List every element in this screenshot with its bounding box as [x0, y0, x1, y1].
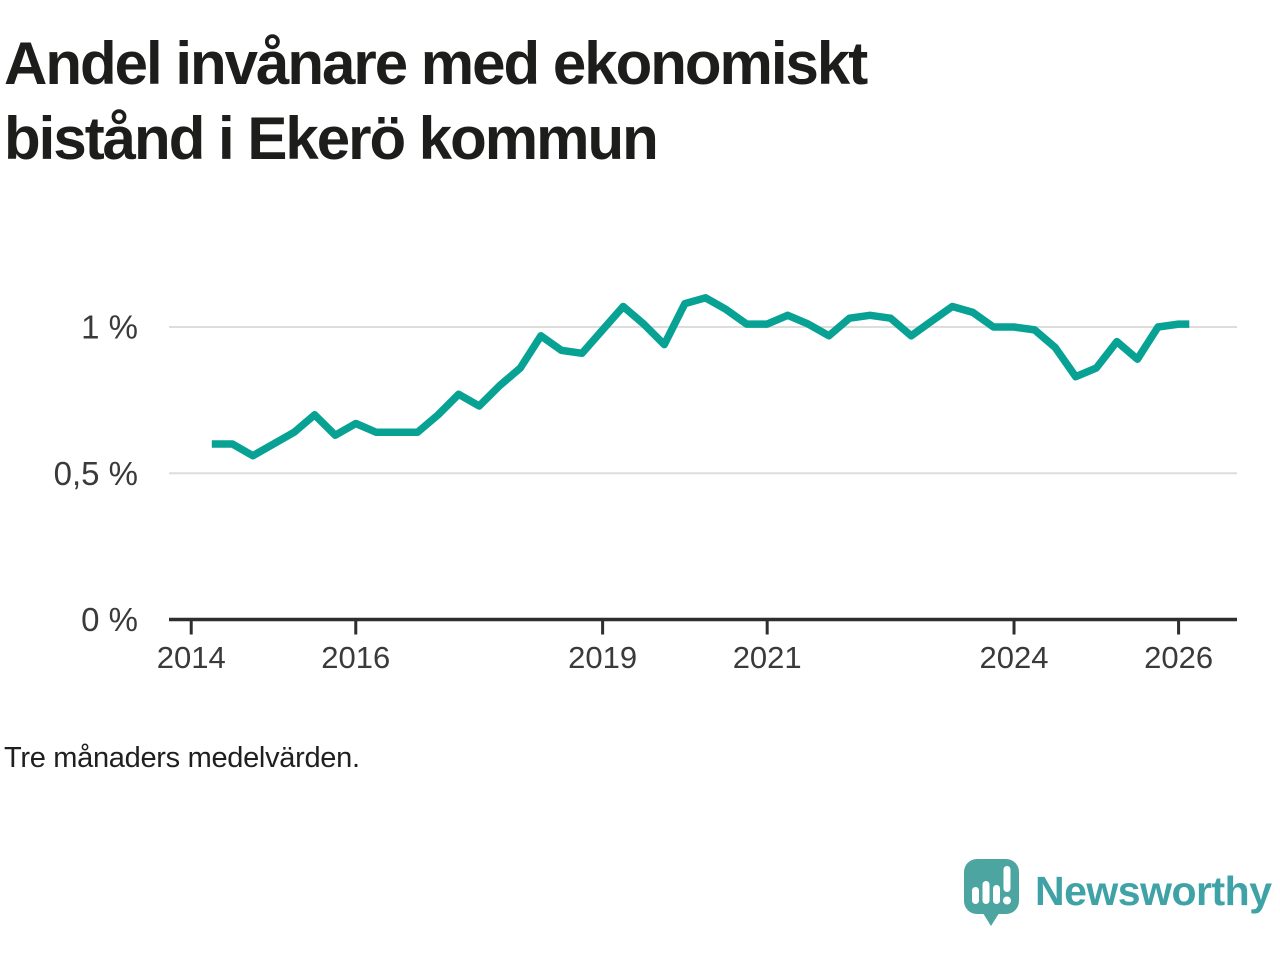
bar-tall: [982, 881, 990, 904]
y-axis-label: 0,5 %: [54, 455, 138, 492]
bar-small: [972, 887, 979, 904]
data-line: [211, 294, 1190, 460]
y-axis-label: 1 %: [81, 309, 138, 346]
x-axis-label: 2026: [1144, 640, 1213, 675]
x-axis-label: 2021: [733, 640, 802, 675]
bar-medium: [993, 885, 1000, 904]
exclamation-bar: [1003, 866, 1011, 892]
newsworthy-wordmark: Newsworthy: [1035, 867, 1272, 914]
x-axis-label: 2014: [157, 640, 226, 675]
chart-title: Andel invånare med ekonomiskt bistånd i …: [4, 30, 868, 172]
exclamation-dot: [1003, 896, 1011, 905]
x-axis-label: 2024: [980, 640, 1049, 675]
x-axis-label: 2016: [321, 640, 390, 675]
footnote: Tre månaders medelvärden.: [4, 742, 360, 774]
x-axis-label: 2019: [568, 640, 637, 675]
newsworthy-logo: Newsworthy: [963, 858, 1272, 930]
y-axis-label: 0 %: [81, 601, 138, 638]
newsworthy-logo-icon: [964, 859, 1019, 926]
